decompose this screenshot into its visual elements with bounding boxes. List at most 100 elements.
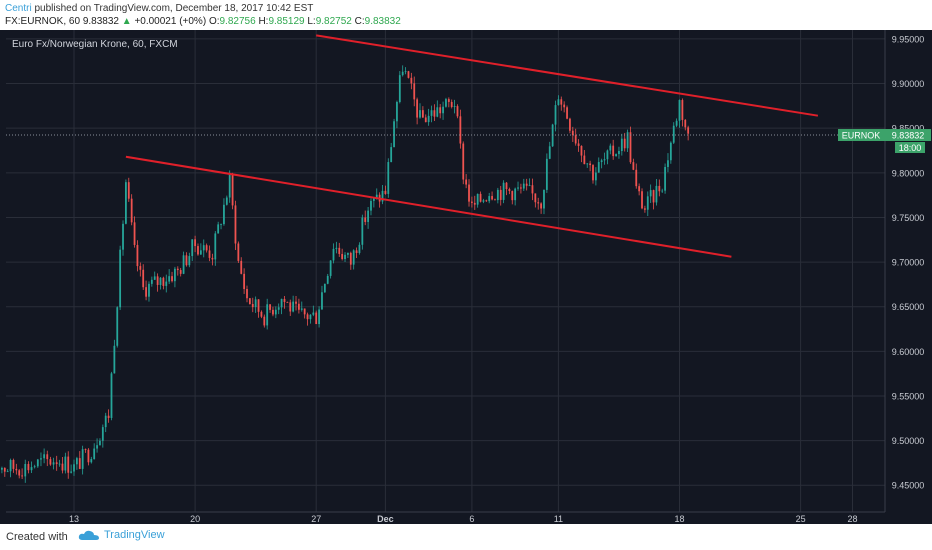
candle-body	[416, 99, 419, 118]
candle-body	[557, 99, 560, 106]
candle-body	[372, 198, 375, 201]
candle-body	[589, 163, 592, 166]
candle-body	[390, 147, 393, 163]
up-arrow-icon: ▲	[121, 16, 132, 27]
candle-body	[182, 255, 185, 274]
candle-body	[3, 467, 6, 472]
created-with-text: Created with	[6, 531, 68, 543]
x-tick-label: 28	[847, 514, 857, 524]
high-label: H:	[258, 16, 269, 27]
candle-body	[597, 162, 600, 173]
candle-body	[335, 247, 338, 249]
candle-body	[18, 470, 21, 476]
candle-body	[159, 277, 162, 285]
candle-body	[381, 190, 384, 202]
candle-body	[1, 467, 3, 470]
candle-body	[459, 116, 462, 144]
candle-body	[632, 162, 635, 170]
candle-body	[283, 298, 286, 302]
candle-body	[447, 99, 450, 102]
y-tick-label: 9.45000	[892, 481, 925, 491]
trendline[interactable]	[125, 155, 732, 258]
candle-body	[424, 117, 427, 123]
open-label: O:	[208, 16, 220, 27]
candle-body	[315, 312, 318, 325]
candle-body	[531, 185, 534, 194]
candle-body	[223, 204, 225, 225]
candle-body	[499, 189, 502, 200]
candle-body	[649, 190, 652, 197]
candle-body	[522, 183, 525, 189]
symbol-label: FX:EURNOK, 60	[5, 16, 81, 27]
candle-body	[234, 205, 237, 244]
x-axis: 13 20 27 Dec 6 11 18 25 28	[6, 511, 885, 524]
candle-body	[191, 239, 194, 257]
candle-body	[329, 260, 332, 276]
candle-body	[496, 189, 499, 201]
candle-body	[355, 250, 358, 253]
candle-body	[361, 217, 364, 245]
candle-body	[577, 143, 580, 146]
candle-body	[511, 191, 514, 201]
candle-body	[81, 449, 84, 469]
candle-body	[442, 106, 444, 114]
candle-body	[407, 71, 410, 78]
candle-body	[520, 187, 522, 189]
chart-background	[0, 30, 932, 524]
candle-body	[237, 243, 240, 261]
candle-body	[545, 158, 548, 190]
x-tick-label: Dec	[377, 514, 394, 524]
candle-body	[618, 151, 620, 155]
candle-body	[678, 100, 681, 121]
candle-body	[107, 415, 110, 418]
candle-body	[485, 200, 488, 202]
candle-body	[266, 304, 269, 326]
candle-body	[260, 311, 263, 317]
candle-body	[349, 252, 352, 265]
candle-body	[197, 246, 199, 255]
candle-body	[462, 143, 465, 180]
candle-body	[176, 268, 179, 271]
candle-body	[667, 160, 669, 167]
candle-body	[430, 110, 433, 116]
cloud-icon	[78, 530, 99, 540]
author-link[interactable]: Centri	[5, 3, 32, 14]
candle-body	[113, 345, 116, 374]
candle-body	[341, 253, 344, 260]
candle-body	[214, 233, 217, 260]
candle-body	[626, 132, 629, 149]
candle-body	[476, 193, 479, 205]
candle-body	[453, 106, 456, 107]
candle-body	[669, 142, 672, 161]
x-tick-label: 20	[190, 514, 200, 524]
candle-body	[571, 130, 574, 136]
tradingview-logo[interactable]: TradingView	[78, 529, 165, 541]
candle-body	[323, 283, 326, 293]
x-tick-label: 13	[69, 514, 79, 524]
candle-body	[84, 449, 87, 450]
candle-body	[528, 185, 531, 187]
candle-body	[450, 101, 453, 107]
close-label: C:	[354, 16, 365, 27]
candle-body	[185, 255, 188, 266]
candle-body	[629, 132, 632, 163]
candle-body	[24, 463, 27, 477]
chart-area[interactable]: 9.95000 9.90000 9.85000 9.80000 9.75000 9.700…	[0, 30, 932, 524]
candle-body	[269, 304, 271, 310]
y-tick-label: 9.75000	[892, 213, 925, 223]
candle-body	[687, 127, 690, 134]
x-tick-label: 11	[554, 514, 563, 524]
candle-body	[36, 459, 39, 467]
candle-body	[494, 199, 496, 201]
candle-body	[427, 115, 430, 123]
candle-body	[436, 107, 439, 117]
price-change: +0.00021 (+0%)	[134, 16, 207, 27]
y-tick-label: 9.70000	[892, 258, 925, 268]
price-chart[interactable]: 9.95000 9.90000 9.85000 9.80000 9.75000 9.700…	[0, 30, 932, 524]
candle-body	[52, 462, 55, 465]
candle-body	[30, 467, 33, 471]
candle-body	[491, 196, 493, 200]
candle-body	[306, 314, 309, 320]
candle-body	[99, 440, 101, 446]
trendline[interactable]	[316, 34, 819, 117]
